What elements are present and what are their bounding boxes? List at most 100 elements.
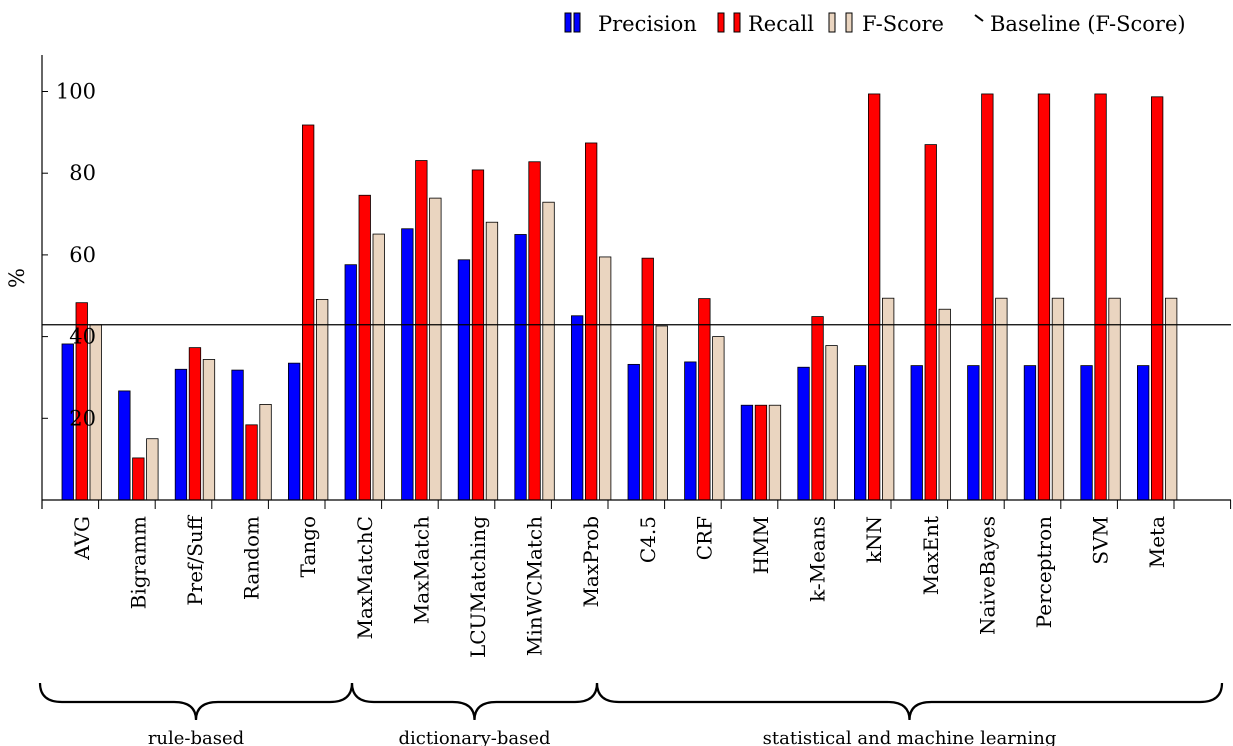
group-brace-rule-based bbox=[38, 682, 354, 721]
category-label-tango: Tango bbox=[296, 516, 320, 577]
category-label-meta: Meta bbox=[1145, 516, 1169, 568]
bar-precision-pref-suff bbox=[174, 368, 188, 501]
bar-precision-naivebayes bbox=[967, 365, 980, 501]
legend-item-fscore: F-Score bbox=[828, 12, 944, 36]
bar-f-score-bigramm bbox=[146, 438, 159, 501]
category-label-knn: kNN bbox=[862, 516, 886, 563]
bar-f-score-perceptron bbox=[1051, 297, 1065, 501]
category-label-maxmatch: MaxMatch bbox=[409, 516, 433, 624]
legend-swatch-recall bbox=[717, 12, 725, 33]
bar-recall-maxent bbox=[924, 144, 937, 501]
bar-f-score-hmm bbox=[768, 404, 782, 501]
bar-recall-maxmatchc bbox=[358, 194, 371, 501]
bar-f-score-maxent bbox=[938, 308, 951, 501]
category-label-hmm: HMM bbox=[749, 516, 773, 574]
bar-recall-c4-5 bbox=[641, 257, 654, 501]
y-tick-label-80: 80 bbox=[69, 161, 96, 185]
bar-f-score-knn bbox=[882, 297, 895, 501]
bar-precision-maxmatchc bbox=[344, 264, 357, 501]
bar-f-score-minwcmatch bbox=[542, 201, 555, 501]
bar-precision-c4-5 bbox=[627, 363, 640, 501]
bar-recall-svm bbox=[1094, 93, 1107, 501]
group-brace-statistical-and-machine-learning bbox=[595, 682, 1224, 721]
bar-f-score-svm bbox=[1108, 297, 1121, 501]
y-tick-label-100: 100 bbox=[56, 80, 96, 104]
bar-recall-crf bbox=[698, 298, 711, 501]
y-tick-label-60: 60 bbox=[69, 243, 96, 267]
legend-swatch-precision bbox=[564, 12, 572, 33]
legend-item-recall: Recall bbox=[717, 12, 814, 36]
bar-recall-naivebayes bbox=[981, 93, 994, 501]
y-tick-label-40: 40 bbox=[69, 325, 96, 349]
bar-recall-hmm bbox=[754, 404, 768, 501]
bar-precision-lcumatching bbox=[457, 259, 471, 501]
bar-precision-crf bbox=[684, 361, 697, 501]
bar-precision-k-means bbox=[797, 366, 810, 501]
group-label-rule-based: rule-based bbox=[148, 728, 244, 746]
legend-label-fscore: F-Score bbox=[862, 12, 944, 36]
legend-label-recall: Recall bbox=[748, 12, 814, 36]
bar-recall-random bbox=[245, 424, 258, 501]
bar-recall-knn bbox=[868, 93, 881, 501]
category-label-random: Random bbox=[240, 516, 264, 600]
category-label-c4-5: C4.5 bbox=[636, 516, 660, 563]
category-label-bigramm: Bigramm bbox=[126, 516, 150, 609]
bar-precision-random bbox=[231, 369, 244, 501]
bar-f-score-meta bbox=[1165, 297, 1178, 501]
bar-precision-svm bbox=[1080, 365, 1093, 501]
bar-recall-maxmatch bbox=[415, 160, 428, 501]
bar-f-score-tango bbox=[315, 299, 329, 501]
y-axis-label: % bbox=[5, 268, 29, 288]
bar-recall-k-means bbox=[811, 316, 824, 501]
category-label-maxent: MaxEnt bbox=[919, 516, 943, 595]
bar-f-score-pref-suff bbox=[202, 359, 216, 501]
bar-f-score-maxmatch bbox=[429, 197, 442, 501]
bar-f-score-crf bbox=[712, 336, 725, 501]
category-label-naivebayes: NaiveBayes bbox=[975, 516, 999, 635]
group-label-dictionary-based: dictionary-based bbox=[398, 728, 550, 746]
bar-recall-pref-suff bbox=[188, 347, 202, 501]
bar-recall-maxprob bbox=[585, 142, 598, 501]
category-label-crf: CRF bbox=[692, 516, 716, 560]
category-label-minwcmatch: MinWCMatch bbox=[523, 516, 547, 656]
bar-recall-lcumatching bbox=[471, 169, 485, 501]
legend-swatch-recall-2 bbox=[733, 12, 741, 33]
category-label-pref-suff: Pref/Suff bbox=[183, 514, 207, 606]
group-braces: rule-based dictionary-based statistical an… bbox=[38, 682, 1224, 746]
legend-item-precision: Precision bbox=[564, 12, 697, 36]
bar-recall-meta bbox=[1151, 96, 1164, 501]
x-ticks bbox=[41, 500, 1232, 509]
bar-precision-perceptron bbox=[1023, 365, 1037, 501]
y-ticks: 20 40 60 80 100 bbox=[42, 80, 96, 430]
bar-recall-bigramm bbox=[132, 457, 145, 501]
legend-item-baseline: Baseline (F-Score) bbox=[974, 12, 1186, 36]
y-tick-label-20: 20 bbox=[69, 406, 96, 430]
bar-recall-perceptron bbox=[1037, 93, 1051, 501]
bar-f-score-k-means bbox=[825, 345, 838, 501]
legend-swatch-fscore-2 bbox=[845, 12, 853, 33]
bar-precision-maxmatch bbox=[401, 228, 414, 501]
category-label-lcumatching: LCUMatching bbox=[466, 516, 490, 658]
group-label-statistical-and-machine-learning: statistical and machine learning bbox=[763, 728, 1057, 746]
group-brace-dictionary-based bbox=[350, 682, 599, 721]
bar-precision-bigramm bbox=[118, 390, 131, 501]
bar-f-score-lcumatching bbox=[485, 221, 499, 501]
bar-recall-tango bbox=[301, 124, 315, 501]
bar-f-score-maxprob bbox=[599, 256, 612, 501]
bar-f-score-naivebayes bbox=[995, 297, 1008, 501]
bar-precision-tango bbox=[287, 362, 301, 501]
legend-swatch-fscore bbox=[828, 12, 836, 33]
legend-swatch-precision-2 bbox=[573, 12, 581, 33]
bar-precision-maxent bbox=[910, 365, 923, 501]
category-label-maxmatchc: MaxMatchC bbox=[353, 516, 377, 640]
category-label-k-means: k-Means bbox=[806, 516, 830, 602]
bar-f-score-maxmatchc bbox=[372, 233, 385, 501]
category-label-svm: SVM bbox=[1089, 516, 1113, 565]
bar-precision-meta bbox=[1137, 365, 1150, 501]
bar-precision-maxprob bbox=[571, 315, 584, 501]
legend: Precision Recall F-Score Baseline (F-Sco… bbox=[564, 12, 1186, 36]
bar-recall-minwcmatch bbox=[528, 161, 541, 501]
bar-precision-hmm bbox=[740, 404, 754, 501]
bar-f-score-c4-5 bbox=[655, 325, 668, 501]
